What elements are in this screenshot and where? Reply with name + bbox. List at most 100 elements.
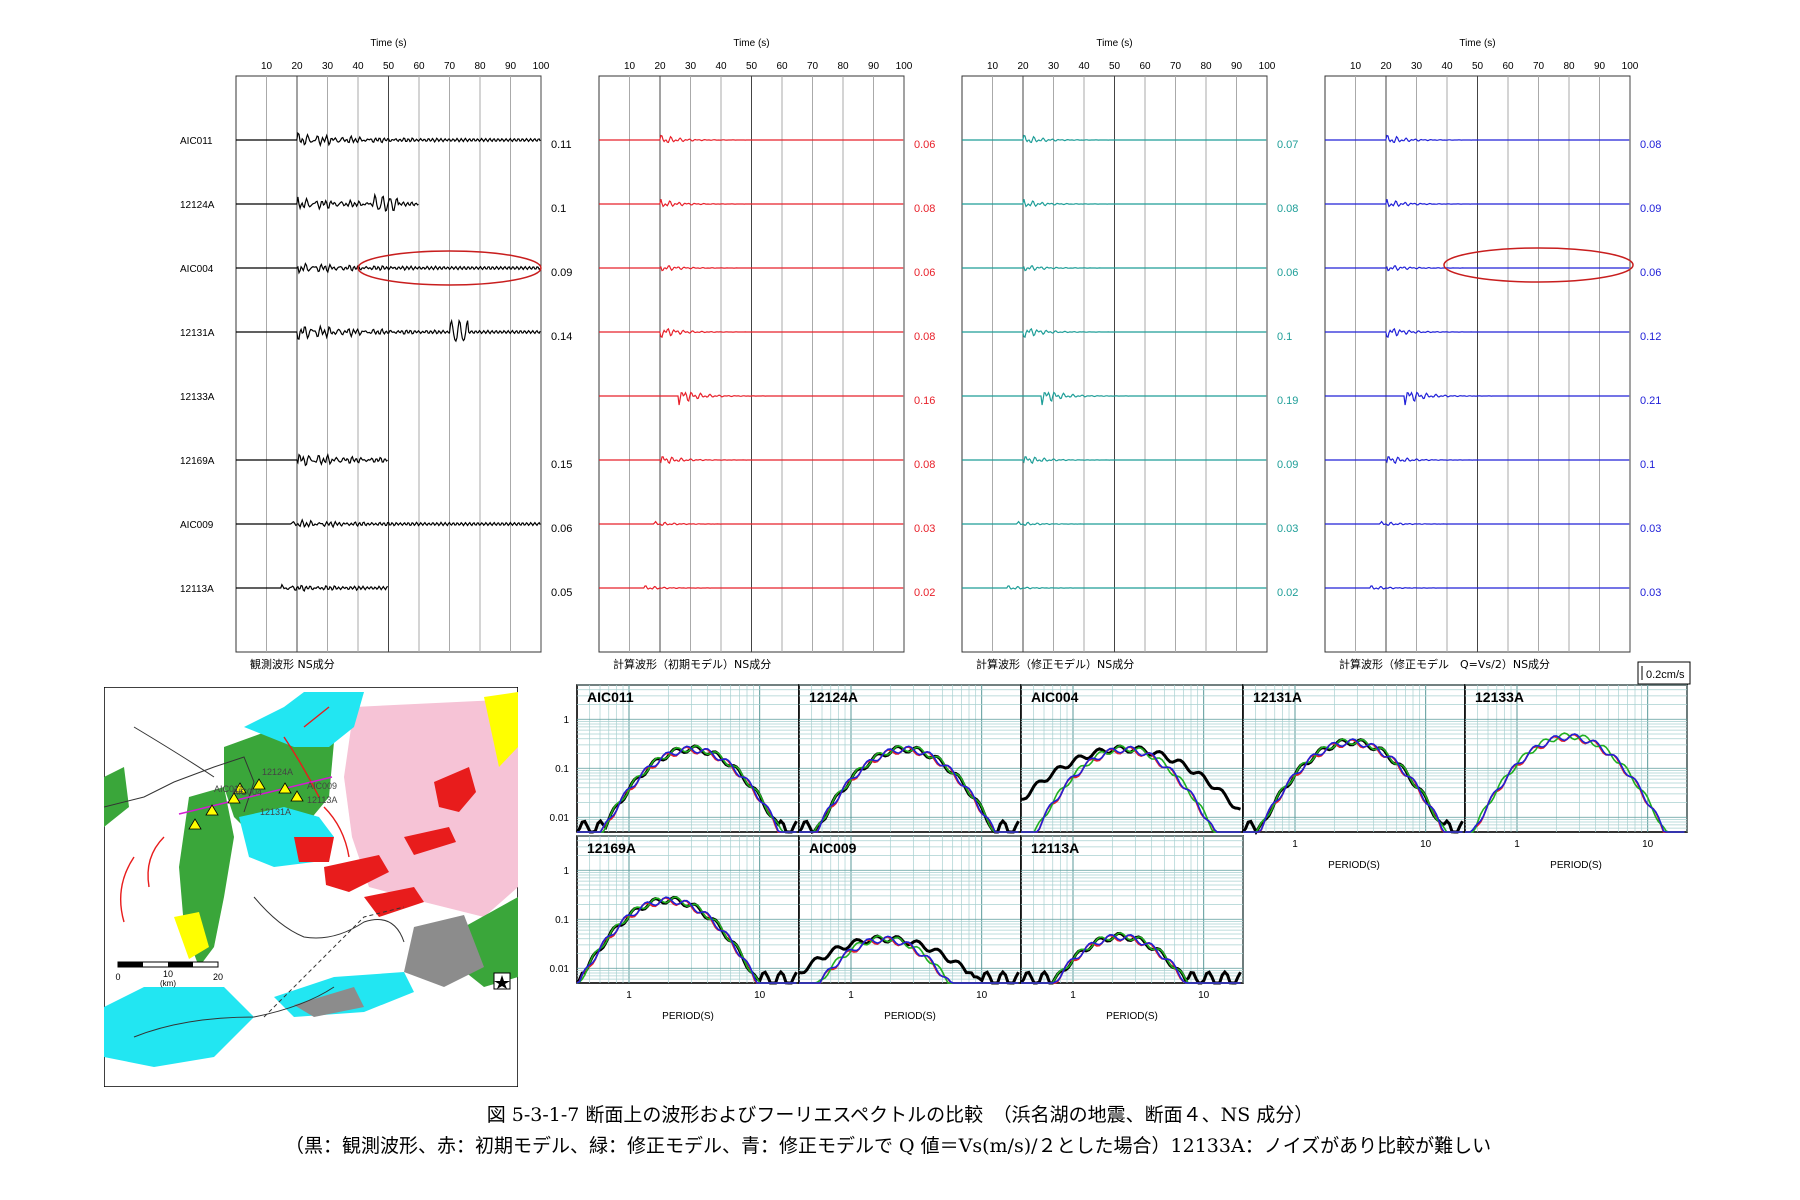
time-tick-label: 60 [413,61,425,72]
time-tick-label: 10 [624,61,636,72]
waveform-trace [962,199,1267,208]
peak-amplitude-label: 0.19 [1277,395,1298,407]
peak-amplitude-label: 0.06 [914,139,935,151]
highlight-ellipse [357,250,542,286]
spectrum-panel-aic009: AIC009 [798,835,1022,985]
amplitude-scale-box [1637,661,1691,685]
time-tick-label: 30 [322,61,334,72]
spectrum-x-tick: 10 [1642,839,1654,850]
time-tick-label: 30 [685,61,697,72]
waveform-trace [236,318,541,343]
map-label-12113a: 12113A [307,795,337,805]
spectrum-curve [1021,933,1241,984]
spectrum-station-label: 12131A [1253,689,1302,705]
spectrum-station-label: AIC004 [1031,689,1079,705]
time-tick-label: 70 [1170,61,1182,72]
time-tick-label: 100 [1622,61,1639,72]
peak-amplitude-label: 0.11 [551,139,572,151]
peak-amplitude-label: 0.09 [1640,203,1661,215]
time-tick-label: 80 [474,61,486,72]
waveform-trace [599,585,904,590]
time-tick-label: 20 [654,61,666,72]
time-tick-label: 50 [746,61,758,72]
time-tick-label: 40 [352,61,364,72]
spectrum-frame [1242,684,1466,833]
spectrum-x-tick: 10 [1420,839,1432,850]
peak-amplitude-label: 0.03 [914,523,935,535]
time-tick-label: 80 [1200,61,1212,72]
spectrum-y-tick: 0.1 [555,764,569,775]
spectrum-station-label: AIC011 [587,689,634,705]
peak-amplitude-label: 0.1 [1640,459,1655,471]
spectrum-y-tick: 0.1 [555,915,569,926]
map-label-12124a: 12124A [262,767,293,777]
station-markers [188,778,304,830]
map-label-aic009: AIC009 [307,781,337,791]
peak-amplitude-label: 0.21 [1640,395,1661,407]
waveform-panel-title: 観測波形 NS成分 [250,657,335,671]
waveform-trace [599,456,904,464]
spectrum-curve [1465,732,1685,833]
spectrum-curve [576,896,797,984]
waveform-trace [1325,391,1630,406]
waveform-trace [599,327,904,338]
station-label: 12169A [180,456,215,467]
peak-amplitude-label: 0.03 [1277,523,1298,535]
waveform-trace [1325,265,1630,272]
peak-amplitude-label: 0.12 [1640,331,1661,343]
time-tick-label: 20 [1017,61,1029,72]
peak-amplitude-label: 0.03 [1640,523,1661,535]
waveform-trace [962,456,1267,464]
station-label: 12131A [180,328,215,339]
waveform-trace [1325,520,1630,527]
waveform-trace [1325,199,1630,208]
spectrum-curve [577,745,797,833]
waveform-trace [599,134,904,144]
peak-amplitude-label: 0.06 [551,523,572,535]
spectrum-frame [1020,684,1244,833]
time-axis-title: Time (s) [370,38,406,49]
time-tick-label: 40 [1078,61,1090,72]
scale-unit: (km) [160,979,176,988]
station-label: 12124A [180,200,215,211]
waveform-panel-1: 10 20 30 40 50 60 70 80 90 100 Time (s) 観測波形 NS成分 0.… [235,38,572,671]
time-tick-label: 70 [444,61,456,72]
coastlines [104,726,405,1038]
time-tick-label: 90 [1231,61,1243,72]
waveform-trace [962,585,1267,590]
waveform-trace [1325,585,1630,590]
spectrum-frame [798,684,1022,833]
waveform-trace [599,391,904,406]
waveform-trace [236,583,389,592]
time-tick-label: 20 [1380,61,1392,72]
peak-amplitude-label: 0.08 [1277,203,1298,215]
scale-tick-10: 10 [163,969,173,979]
time-tick-label: 100 [1259,61,1276,72]
station-label: AIC009 [180,520,214,531]
peak-amplitude-label: 0.08 [914,331,935,343]
spectrum-station-label: AIC009 [809,840,857,856]
peak-amplitude-label: 0.05 [551,587,572,599]
peak-amplitude-label: 0.06 [1277,267,1298,279]
waveform-trace [962,134,1267,144]
spectrum-curve [1021,744,1241,833]
waveform-trace [599,265,904,272]
waveform-trace [1325,327,1630,338]
peak-amplitude-label: 0.07 [1277,139,1298,151]
time-tick-label: 60 [776,61,788,72]
time-tick-label: 80 [837,61,849,72]
spectrum-x-tick: 1 [1514,839,1520,850]
peak-amplitude-label: 0.16 [914,395,935,407]
spectrum-curve [799,935,1019,984]
epicenter-star-icon [493,972,511,990]
spectrum-y-tick: 0.01 [550,813,570,824]
waveform-trace [599,520,904,527]
waveform-panel-2: 10 20 30 40 50 60 70 80 90 100 Time (s) 計算波形（初期モデル）… [598,38,935,671]
waveform-trace [962,391,1267,406]
spectrum-station-label: 12124A [809,689,858,705]
spectrum-x-axis-label: PERIOD(S) [884,1011,936,1022]
highlight-ellipse [1443,247,1634,283]
waveform-trace [962,327,1267,338]
figure-caption: 図 5-3-1-7 断面上の波形およびフーリエスペクトルの比較 （浜名湖の地震、… [486,1104,1314,1126]
spectrum-frame [576,835,800,984]
